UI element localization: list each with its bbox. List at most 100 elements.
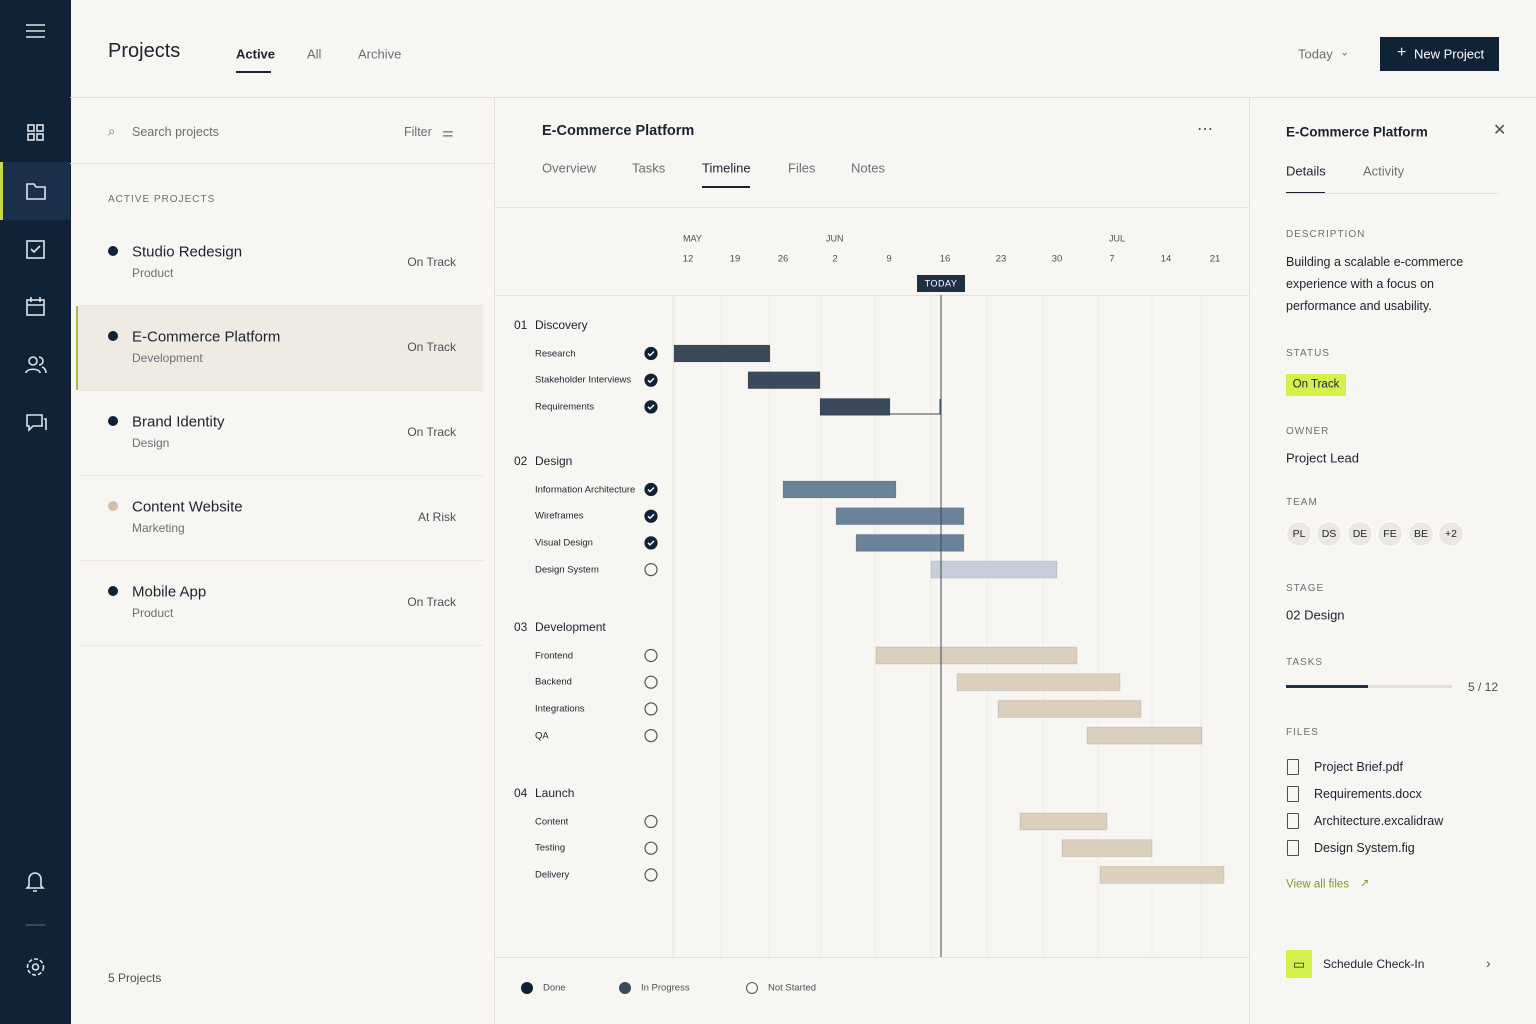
timeline-tab[interactable]: Overview — [542, 160, 597, 176]
details-tab[interactable]: Activity — [1363, 163, 1405, 179]
project-count: 5 Projects — [108, 971, 162, 985]
notifications-icon[interactable] — [25, 872, 45, 892]
timeline-tab[interactable]: Timeline — [702, 160, 751, 176]
file-name[interactable]: Project Brief.pdf — [1314, 759, 1403, 774]
active-tab-underline — [236, 71, 271, 73]
view-all-link[interactable]: View all files — [1286, 878, 1350, 891]
task-status-icon — [644, 702, 658, 716]
dashboard-icon[interactable] — [27, 124, 44, 141]
task-name[interactable]: Requirements — [535, 401, 595, 413]
project-category: Product — [132, 266, 174, 280]
task-name[interactable]: Frontend — [535, 649, 574, 661]
divider — [1249, 97, 1250, 1024]
dependency-line — [890, 399, 941, 415]
check — [647, 404, 655, 410]
task-name[interactable]: QA — [535, 729, 549, 741]
avatar-initials: DE — [1352, 527, 1368, 540]
calendar-icon[interactable] — [26, 297, 45, 316]
projects-icon[interactable] — [26, 183, 46, 200]
file-name[interactable]: Architecture.excalidraw — [1314, 813, 1444, 828]
field-label: STATUS — [1286, 348, 1330, 359]
task-status-icon — [644, 482, 658, 497]
task-name[interactable]: Design System — [535, 563, 599, 575]
task-status-icon — [644, 509, 658, 523]
task-name[interactable]: Information Architecture — [535, 483, 636, 495]
project-name[interactable]: Content Website — [132, 498, 243, 516]
status-text: On Track — [1292, 378, 1340, 391]
new-project-button[interactable] — [1380, 37, 1499, 71]
month-label: JUL — [1109, 233, 1126, 244]
stage: 02 Design — [1286, 607, 1345, 623]
project-name[interactable]: Brand Identity — [132, 413, 225, 431]
task-name[interactable]: Research — [535, 347, 576, 359]
task-status-icon — [644, 729, 658, 743]
messages-icon[interactable] — [26, 414, 47, 432]
gantt-bar — [956, 673, 1121, 692]
task-name[interactable]: Backend — [535, 676, 572, 688]
menu-icon[interactable] — [26, 24, 45, 38]
file-icon — [1287, 786, 1299, 802]
task-name[interactable]: Stakeholder Interviews — [535, 374, 632, 386]
button-label: New Project — [1414, 46, 1485, 62]
day-label: 23 — [995, 253, 1007, 265]
task-name[interactable]: Testing — [535, 842, 566, 854]
day-label: 12 — [682, 253, 694, 265]
progress-fill — [1286, 685, 1368, 688]
field-label: OWNER — [1286, 426, 1330, 437]
project-name[interactable]: E-Commerce Platform — [132, 328, 281, 346]
status-dot — [108, 501, 118, 511]
project-name[interactable]: Mobile App — [132, 583, 207, 601]
gantt-bar — [875, 646, 1078, 665]
gantt-bar — [747, 371, 821, 390]
file-name[interactable]: Requirements.docx — [1314, 786, 1422, 801]
chevron-right: › — [1486, 955, 1491, 971]
schedule-button[interactable]: Schedule Check-In — [1323, 957, 1425, 971]
day-label: 14 — [1160, 253, 1172, 265]
settings-icon[interactable] — [26, 958, 45, 976]
task-status-icon — [644, 814, 658, 829]
timeline-tab[interactable]: Files — [788, 160, 816, 176]
close-button[interactable]: ✕ — [1493, 122, 1507, 139]
details-tab[interactable]: Details — [1286, 163, 1326, 179]
task-status-icon — [644, 675, 658, 689]
phase-name: Design — [535, 454, 573, 468]
gantt-bar — [1019, 812, 1108, 831]
avatar-initials: DS — [1321, 527, 1337, 540]
calendar-button — [1286, 950, 1312, 978]
project-title: E-Commerce Platform — [542, 122, 695, 139]
legend-icon — [521, 982, 533, 994]
header-tab[interactable]: Active — [236, 46, 276, 62]
search-input[interactable]: Search projects — [132, 124, 219, 139]
team-icon[interactable] — [25, 356, 47, 374]
project-name[interactable]: Studio Redesign — [132, 243, 243, 261]
task-name[interactable]: Visual Design — [535, 537, 593, 549]
header-tab[interactable]: Archive — [358, 46, 402, 62]
more-button[interactable]: ⋯ — [1197, 121, 1213, 138]
chevron: ⌄ — [1340, 46, 1350, 59]
tasks-progress: 5 / 12 — [1467, 680, 1498, 694]
timeline-tab[interactable]: Notes — [851, 160, 885, 176]
date-filter[interactable]: Today — [1298, 46, 1333, 62]
task-name[interactable]: Delivery — [535, 869, 570, 881]
avatar — [1286, 521, 1312, 547]
details-title: E-Commerce Platform — [1286, 124, 1428, 140]
field-label: FILES — [1286, 727, 1319, 738]
progress-track — [1286, 685, 1452, 688]
avatar — [1316, 521, 1342, 547]
tasks-icon[interactable] — [26, 240, 45, 259]
task-name[interactable]: Integrations — [535, 703, 585, 715]
status-badge — [1286, 374, 1346, 396]
task-name[interactable]: Content — [535, 815, 569, 827]
divider — [80, 560, 484, 561]
timeline-tab[interactable]: Tasks — [632, 160, 666, 176]
phase-number: 03 — [514, 620, 528, 634]
owner: Project Lead — [1286, 450, 1359, 466]
file-name[interactable]: Design System.fig — [1314, 840, 1415, 855]
divider — [494, 207, 1249, 208]
header-tab[interactable]: All — [307, 46, 322, 62]
project-category: Development — [132, 351, 203, 365]
task-name[interactable]: Wireframes — [535, 510, 584, 522]
filter-button[interactable]: Filter — [404, 124, 432, 139]
divider — [70, 163, 494, 164]
selected-row[interactable] — [76, 306, 483, 390]
